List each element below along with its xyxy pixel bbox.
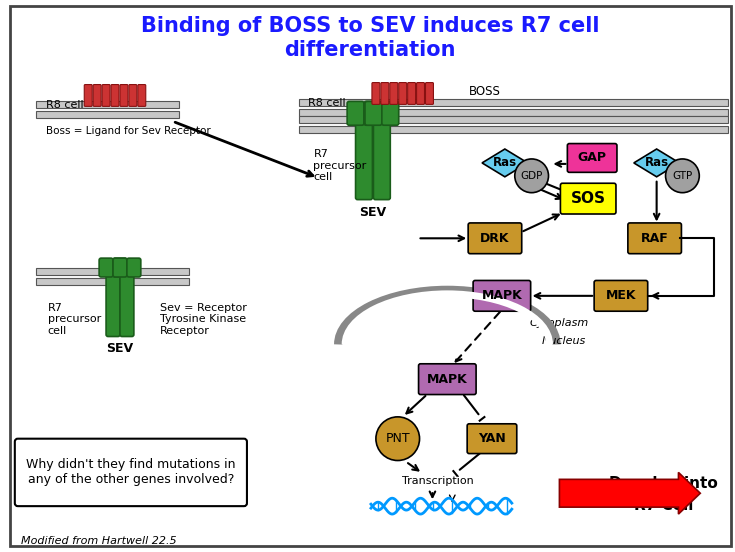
FancyBboxPatch shape [356,121,373,200]
Bar [36,102,179,108]
Text: SEV: SEV [107,342,134,355]
Bar [298,126,728,133]
Circle shape [376,417,420,460]
Bar [36,268,190,275]
Text: SOS: SOS [570,191,606,206]
FancyBboxPatch shape [113,258,127,277]
Text: Develop into: Develop into [609,476,718,491]
FancyBboxPatch shape [129,84,137,107]
Text: Transcription: Transcription [401,476,473,486]
FancyBboxPatch shape [381,83,389,104]
Text: GDP: GDP [520,171,543,181]
Text: RAF: RAF [641,232,669,245]
FancyBboxPatch shape [467,424,517,454]
Bar [36,112,179,118]
FancyBboxPatch shape [347,102,364,125]
Text: Nucleus: Nucleus [542,337,586,347]
Text: Ras: Ras [492,156,517,169]
Text: Modified from Hartwell 22.5: Modified from Hartwell 22.5 [21,536,176,546]
FancyBboxPatch shape [127,258,141,277]
Polygon shape [482,149,528,177]
FancyBboxPatch shape [106,273,120,337]
FancyBboxPatch shape [398,83,406,104]
Text: BOSS: BOSS [469,85,501,98]
FancyBboxPatch shape [594,280,648,311]
FancyBboxPatch shape [102,84,110,107]
FancyBboxPatch shape [382,102,398,125]
FancyBboxPatch shape [567,144,617,172]
FancyBboxPatch shape [120,273,134,337]
FancyBboxPatch shape [85,84,92,107]
FancyBboxPatch shape [628,223,681,254]
FancyBboxPatch shape [418,364,476,395]
Text: R8 cell: R8 cell [309,98,346,108]
FancyBboxPatch shape [473,280,531,311]
Text: R7
precursor
cell: R7 precursor cell [313,149,367,182]
Text: DRK: DRK [480,232,509,245]
Bar [298,99,728,107]
FancyBboxPatch shape [372,83,380,104]
Text: Cytoplasm: Cytoplasm [530,317,589,328]
FancyBboxPatch shape [417,83,425,104]
Text: Sev = Receptor
Tyrosine Kinase
Receptor: Sev = Receptor Tyrosine Kinase Receptor [159,303,246,336]
Circle shape [514,159,548,193]
Text: R7 Cell: R7 Cell [634,498,693,513]
Text: Ras: Ras [645,156,669,169]
FancyBboxPatch shape [408,83,415,104]
Text: MAPK: MAPK [427,373,467,386]
Text: MEK: MEK [606,289,637,302]
Text: R7
precursor
cell: R7 precursor cell [48,303,101,336]
FancyBboxPatch shape [15,439,247,506]
FancyBboxPatch shape [468,223,522,254]
FancyBboxPatch shape [426,83,434,104]
FancyBboxPatch shape [138,84,146,107]
Text: GTP: GTP [673,171,692,181]
FancyBboxPatch shape [99,258,113,277]
FancyBboxPatch shape [93,84,101,107]
Text: YAN: YAN [478,432,506,445]
FancyBboxPatch shape [120,84,128,107]
FancyBboxPatch shape [365,102,382,125]
FancyBboxPatch shape [364,102,381,125]
Text: GAP: GAP [578,151,606,164]
FancyBboxPatch shape [560,183,616,214]
Bar [298,109,728,116]
FancyBboxPatch shape [373,121,390,200]
FancyBboxPatch shape [111,84,119,107]
Text: R8 cell: R8 cell [46,100,83,110]
FancyBboxPatch shape [390,83,398,104]
FancyBboxPatch shape [113,258,127,277]
Text: SEV: SEV [359,205,387,219]
Text: differentiation: differentiation [284,40,456,60]
Text: Boss = Ligand for Sev Receptor: Boss = Ligand for Sev Receptor [46,126,210,136]
Text: MAPK: MAPK [481,289,523,302]
Text: Binding of BOSS to SEV induces R7 cell: Binding of BOSS to SEV induces R7 cell [140,16,599,36]
Circle shape [666,159,699,193]
Bar [298,116,728,123]
Bar [36,278,190,285]
Text: PNT: PNT [385,432,410,445]
FancyArrow shape [559,473,700,514]
Text: Why didn't they find mutations in
any of the other genes involved?: Why didn't they find mutations in any of… [26,458,236,486]
Polygon shape [634,149,679,177]
